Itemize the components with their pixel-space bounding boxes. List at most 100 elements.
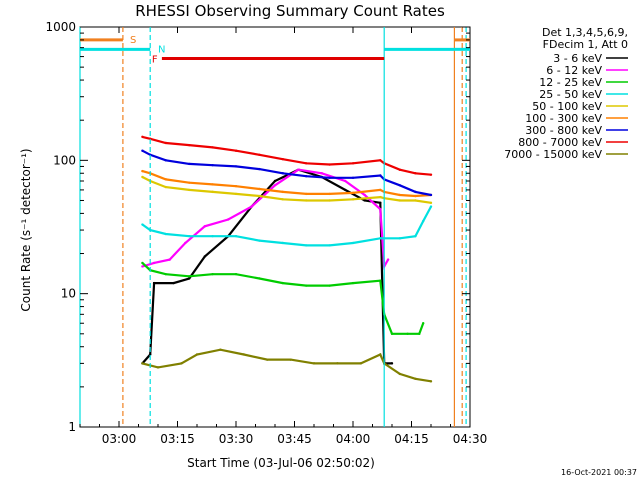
series-6-point-14 xyxy=(414,190,417,194)
series-4-point-4 xyxy=(211,190,214,194)
series-4-point-3 xyxy=(188,188,191,192)
flag-label-S: S xyxy=(130,35,136,46)
series-1-point-9 xyxy=(320,172,323,175)
series-3-point-2 xyxy=(164,232,167,236)
series-6-point-10 xyxy=(351,176,355,179)
series-6-point-6 xyxy=(258,167,261,171)
series-3-point-15 xyxy=(422,219,425,223)
chart-title: RHESSI Observing Summary Count Rates xyxy=(135,2,445,20)
series-line-5 xyxy=(142,170,432,198)
x-axis-label: Start Time (03-Jul-06 02:50:02) xyxy=(187,456,375,470)
series-1-point-12 xyxy=(379,208,382,211)
series-2-point-2 xyxy=(164,272,167,276)
series-0-point-11 xyxy=(344,188,347,192)
series-5-point-6 xyxy=(258,187,261,191)
series-2-point-13 xyxy=(390,332,394,336)
legend-label-3: 25 - 50 keV xyxy=(539,88,602,101)
y-tick-label-1: 10 xyxy=(61,287,76,301)
y-tick-label-0: 1 xyxy=(68,420,76,434)
series-line-8 xyxy=(142,348,432,383)
series-2-point-11 xyxy=(379,279,382,282)
series-6-point-9 xyxy=(328,176,331,179)
x-tick-label-3: 03:45 xyxy=(277,432,312,446)
series-5-point-5 xyxy=(234,184,238,188)
series-line-6 xyxy=(141,149,432,197)
series-4-point-7 xyxy=(281,198,284,201)
x-tick-label-1: 03:15 xyxy=(160,432,195,446)
series-1-point-0 xyxy=(141,265,144,268)
series-5-point-13 xyxy=(398,193,401,197)
series-4-point-15 xyxy=(429,201,433,205)
series-3-point-3 xyxy=(188,234,191,238)
series-3-point-14 xyxy=(414,234,417,238)
series-7-point-6 xyxy=(258,153,261,157)
series-4-point-5 xyxy=(234,192,238,196)
series-0-point-5 xyxy=(203,255,206,258)
series-5-point-2 xyxy=(164,178,167,181)
series-4-point-6 xyxy=(258,194,261,198)
legend-label-8: 7000 - 15000 keV xyxy=(504,148,602,161)
y-tick-label-2: 100 xyxy=(53,153,76,167)
series-4-point-11 xyxy=(379,195,382,199)
series-5-point-14 xyxy=(414,194,417,198)
series-2-point-7 xyxy=(281,281,284,285)
series-1-point-6 xyxy=(250,205,253,208)
series-1-point-4 xyxy=(203,225,206,228)
series-3-point-8 xyxy=(305,244,308,247)
flag-label-N: N xyxy=(158,44,165,55)
footer-date: 16-Oct-2021 00:37 xyxy=(561,468,637,477)
legend-label-4: 50 - 100 keV xyxy=(532,100,602,113)
series-4-point-13 xyxy=(398,199,401,202)
series-5-point-9 xyxy=(328,192,331,196)
legend-label-6: 300 - 800 keV xyxy=(525,124,602,137)
series-4-point-9 xyxy=(328,199,331,202)
series-1-point-11 xyxy=(363,193,366,197)
series-2-point-8 xyxy=(305,284,308,287)
series-1-point-1 xyxy=(152,261,156,265)
series-2-point-0 xyxy=(141,261,144,265)
series-4-point-8 xyxy=(305,199,308,202)
series-0-point-3 xyxy=(172,281,175,285)
series-7-point-4 xyxy=(211,146,214,149)
series-4-point-14 xyxy=(414,199,417,202)
series-2-point-6 xyxy=(258,277,261,280)
x-tick-label-4: 04:00 xyxy=(336,432,371,446)
series-2-point-15 xyxy=(418,332,421,336)
series-2-point-10 xyxy=(351,281,355,285)
series-3-point-5 xyxy=(234,234,238,238)
series-7-point-13 xyxy=(398,168,401,171)
legend-header-1: FDecim 1, Att 0 xyxy=(543,38,628,51)
series-8-point-7 xyxy=(289,358,292,361)
series-5-point-3 xyxy=(188,181,191,184)
series-7-point-2 xyxy=(164,141,167,145)
series-2-point-16 xyxy=(422,322,425,325)
series-7-point-8 xyxy=(305,162,308,165)
series-3-point-16 xyxy=(429,205,433,208)
series-8-point-14 xyxy=(414,377,417,380)
series-7-point-9 xyxy=(328,163,331,166)
series-6-point-3 xyxy=(188,162,191,166)
series-6-point-2 xyxy=(164,159,167,162)
y-axis-label: Count Rate (s⁻¹ detector⁻¹) xyxy=(19,148,33,311)
series-0-point-2 xyxy=(152,281,156,285)
legend-label-1: 6 - 12 keV xyxy=(546,64,602,77)
series-5-point-10 xyxy=(351,191,355,195)
legend-header-0: Det 1,3,4,5,6,9, xyxy=(542,26,628,39)
series-5-point-0 xyxy=(141,169,144,173)
series-0-point-12 xyxy=(363,199,366,202)
flag-label-F: F xyxy=(152,55,158,66)
series-7-point-15 xyxy=(429,173,433,176)
series-7-point-5 xyxy=(234,149,238,152)
series-3-point-11 xyxy=(379,237,382,240)
series-5-point-7 xyxy=(281,190,284,194)
legend-label-7: 800 - 7000 keV xyxy=(518,136,602,149)
series-6-point-5 xyxy=(234,165,238,168)
series-1-point-7 xyxy=(273,184,277,187)
x-tick-label-6: 04:30 xyxy=(453,432,488,446)
series-3-point-0 xyxy=(141,223,144,226)
x-tick-label-2: 03:30 xyxy=(219,432,254,446)
series-4-point-2 xyxy=(164,185,167,189)
x-tick-label-0: 03:00 xyxy=(102,432,137,446)
